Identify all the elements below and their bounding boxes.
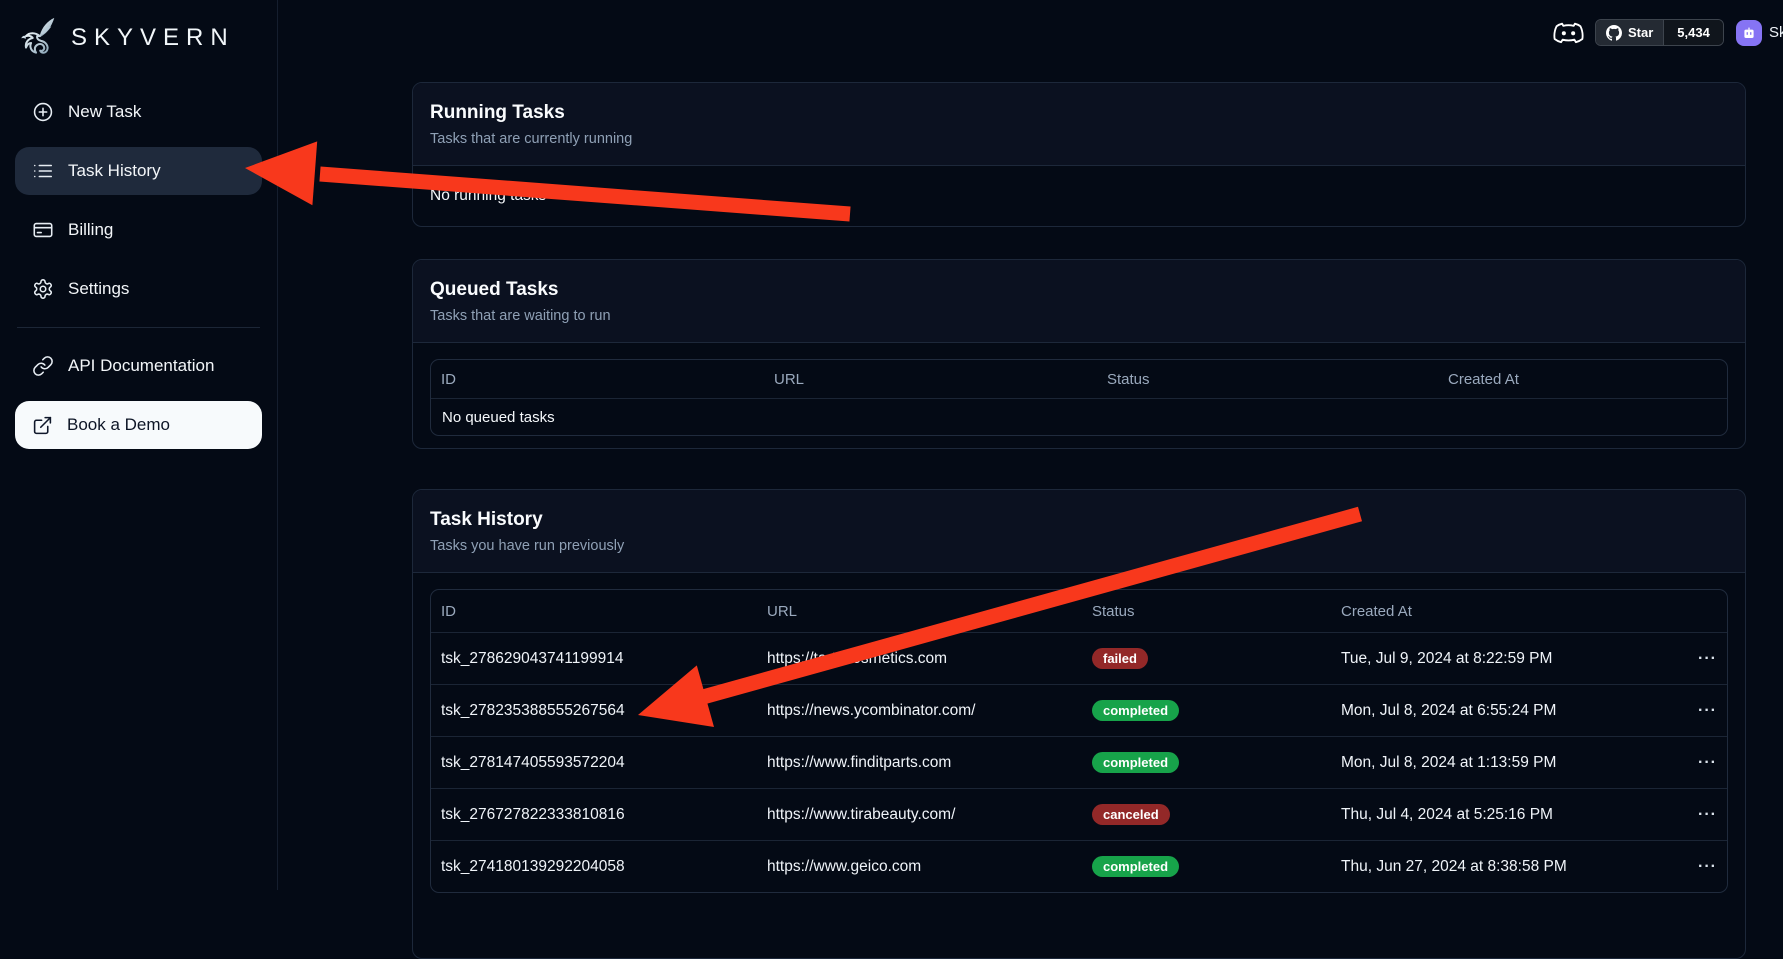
profile-name-partial: Sk: [1769, 24, 1783, 41]
queued-tasks-body: ID URL Status Created At No queued tasks: [413, 343, 1745, 448]
github-star-segment[interactable]: Star: [1596, 20, 1664, 45]
sidebar-item-label: New Task: [68, 102, 142, 121]
book-a-demo-button[interactable]: Book a Demo: [15, 401, 262, 449]
task-id: tsk_278147405593572204: [441, 753, 625, 771]
brand-logo[interactable]: SKYVERN: [15, 14, 262, 62]
task-created-at: Thu, Jun 27, 2024 at 8:38:58 PM: [1341, 857, 1567, 875]
task-history-header: Task History Tasks you have run previous…: [413, 490, 1745, 573]
running-tasks-header: Running Tasks Tasks that are currently r…: [413, 83, 1745, 166]
row-actions-button[interactable]: ···: [1698, 701, 1717, 719]
gear-icon: [33, 279, 53, 299]
queued-tasks-empty-message: No queued tasks: [431, 398, 1727, 435]
status-badge: failed: [1092, 648, 1148, 669]
row-actions-button[interactable]: ···: [1698, 753, 1717, 771]
queued-tasks-card: Queued Tasks Tasks that are waiting to r…: [412, 259, 1746, 449]
table-row[interactable]: tsk_274180139292204058 https://www.geico…: [431, 840, 1727, 892]
task-created-at: Tue, Jul 9, 2024 at 8:22:59 PM: [1341, 649, 1553, 667]
task-created-at: Mon, Jul 8, 2024 at 1:13:59 PM: [1341, 753, 1557, 771]
list-icon: [33, 164, 53, 178]
plus-circle-icon: [33, 102, 53, 122]
table-row[interactable]: tsk_278629043741199914 https://tartecosm…: [431, 632, 1727, 684]
credit-card-icon: [33, 222, 53, 238]
sidebar-nav: New Task Task History Billing Settings: [15, 88, 262, 449]
task-url: https://news.ycombinator.com/: [767, 701, 976, 719]
user-avatar[interactable]: [1736, 20, 1762, 46]
queued-tasks-header: Queued Tasks Tasks that are waiting to r…: [413, 260, 1745, 343]
column-header-url: URL: [774, 370, 805, 388]
column-header-status: Status: [1092, 602, 1135, 620]
task-history-table: ID URL Status Created At tsk_27862904374…: [430, 589, 1728, 893]
queued-tasks-subtitle: Tasks that are waiting to run: [430, 308, 611, 324]
status-badge: completed: [1092, 856, 1180, 877]
sidebar-item-label: Settings: [68, 279, 130, 298]
task-url: https://www.geico.com: [767, 857, 922, 875]
status-badge: completed: [1092, 752, 1180, 773]
sidebar: SKYVERN New Task Task History Billing: [0, 0, 278, 890]
task-history-title: Task History: [430, 509, 543, 530]
link-icon: [33, 356, 53, 376]
task-id: tsk_278235388555267564: [441, 701, 625, 719]
github-star-label: Star: [1628, 25, 1654, 40]
column-header-status: Status: [1107, 370, 1150, 388]
main-content: Running Tasks Tasks that are currently r…: [412, 0, 1746, 959]
github-icon: [1606, 24, 1622, 41]
running-tasks-title: Running Tasks: [430, 102, 565, 123]
brand-name: SKYVERN: [71, 24, 235, 51]
task-created-at: Mon, Jul 8, 2024 at 6:55:24 PM: [1341, 701, 1557, 719]
sidebar-item-label: Task History: [68, 161, 161, 180]
queued-tasks-title: Queued Tasks: [430, 279, 559, 300]
task-url: https://tartecosmetics.com: [767, 649, 948, 667]
sidebar-item-task-history[interactable]: Task History: [15, 147, 262, 195]
column-header-url: URL: [767, 602, 798, 620]
status-badge: completed: [1092, 700, 1180, 721]
row-actions-button[interactable]: ···: [1698, 857, 1717, 875]
sidebar-item-settings[interactable]: Settings: [15, 265, 262, 313]
task-history-body: ID URL Status Created At tsk_27862904374…: [413, 573, 1745, 905]
task-history-card: Task History Tasks you have run previous…: [412, 489, 1746, 959]
column-header-id: ID: [441, 370, 456, 388]
sidebar-item-new-task[interactable]: New Task: [15, 88, 262, 136]
row-actions-button[interactable]: ···: [1698, 649, 1717, 667]
column-header-created-at: Created At: [1341, 602, 1412, 620]
sidebar-item-billing[interactable]: Billing: [15, 206, 262, 254]
task-history-subtitle: Tasks you have run previously: [430, 538, 625, 554]
sidebar-item-label: Billing: [68, 220, 114, 239]
robot-avatar-icon: [1744, 27, 1754, 38]
running-tasks-card: Running Tasks Tasks that are currently r…: [412, 82, 1746, 227]
github-star-count[interactable]: 5,434: [1663, 20, 1723, 45]
task-id: tsk_274180139292204058: [441, 857, 625, 875]
book-a-demo-label: Book a Demo: [67, 415, 170, 434]
sidebar-item-label: API Documentation: [68, 356, 215, 375]
table-row[interactable]: tsk_278147405593572204 https://www.findi…: [431, 736, 1727, 788]
table-row[interactable]: tsk_276727822333810816 https://www.tirab…: [431, 788, 1727, 840]
dragon-logo-icon: [21, 17, 55, 54]
queued-tasks-table: ID URL Status Created At No queued tasks: [430, 359, 1728, 436]
discord-icon[interactable]: [1553, 21, 1584, 50]
column-header-id: ID: [441, 602, 456, 620]
column-header-created-at: Created At: [1448, 370, 1519, 388]
table-row[interactable]: tsk_278235388555267564 https://news.ycom…: [431, 684, 1727, 736]
task-id: tsk_278629043741199914: [441, 649, 624, 667]
sidebar-item-api-documentation[interactable]: API Documentation: [15, 342, 262, 390]
task-id: tsk_276727822333810816: [441, 805, 625, 823]
external-link-icon: [33, 416, 52, 434]
task-url: https://www.tirabeauty.com/: [767, 805, 956, 823]
github-star-button[interactable]: Star 5,434: [1595, 19, 1724, 46]
task-url: https://www.finditparts.com: [767, 753, 952, 771]
queued-tasks-table-header: ID URL Status Created At: [431, 360, 1727, 398]
status-badge: canceled: [1092, 804, 1170, 825]
running-tasks-subtitle: Tasks that are currently running: [430, 131, 633, 147]
task-created-at: Thu, Jul 4, 2024 at 5:25:16 PM: [1341, 805, 1553, 823]
sidebar-divider: [17, 327, 260, 328]
task-history-table-header: ID URL Status Created At: [431, 590, 1727, 632]
row-actions-button[interactable]: ···: [1698, 805, 1717, 823]
running-tasks-empty-message: No running tasks: [430, 187, 547, 204]
